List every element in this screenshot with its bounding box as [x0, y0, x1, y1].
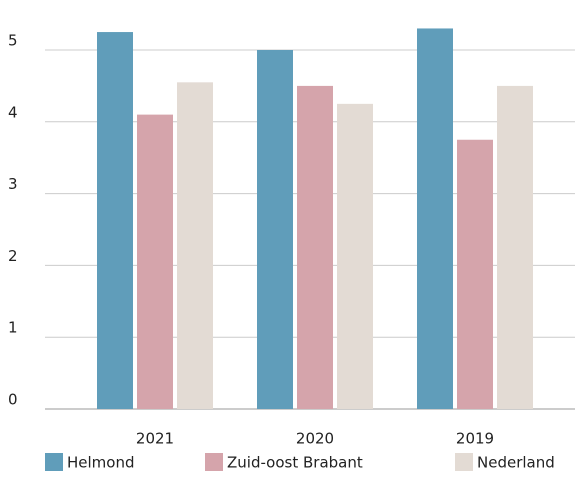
bar [177, 82, 213, 409]
legend-label: Zuid-oost Brabant [227, 454, 363, 472]
bar [257, 50, 293, 409]
y-tick-label: 3 [8, 175, 18, 193]
y-tick-label: 0 [8, 391, 18, 409]
legend-swatch [455, 453, 473, 471]
bar [297, 85, 333, 410]
bar [97, 32, 133, 410]
bar [337, 103, 373, 409]
y-tick-label: 4 [8, 103, 18, 121]
legend-label: Nederland [477, 454, 555, 472]
x-tick-label: 2019 [456, 430, 494, 448]
y-tick-label: 1 [8, 319, 18, 337]
bar [457, 139, 493, 409]
y-tick-label: 5 [8, 32, 18, 50]
x-tick-label: 2021 [136, 430, 174, 448]
bar [497, 85, 533, 410]
legend-swatch [45, 453, 63, 471]
y-tick-label: 2 [8, 247, 18, 265]
legend-swatch [205, 453, 223, 471]
x-tick-label: 2020 [296, 430, 334, 448]
bar [417, 28, 453, 410]
bar [137, 114, 173, 410]
legend-label: Helmond [67, 454, 135, 472]
